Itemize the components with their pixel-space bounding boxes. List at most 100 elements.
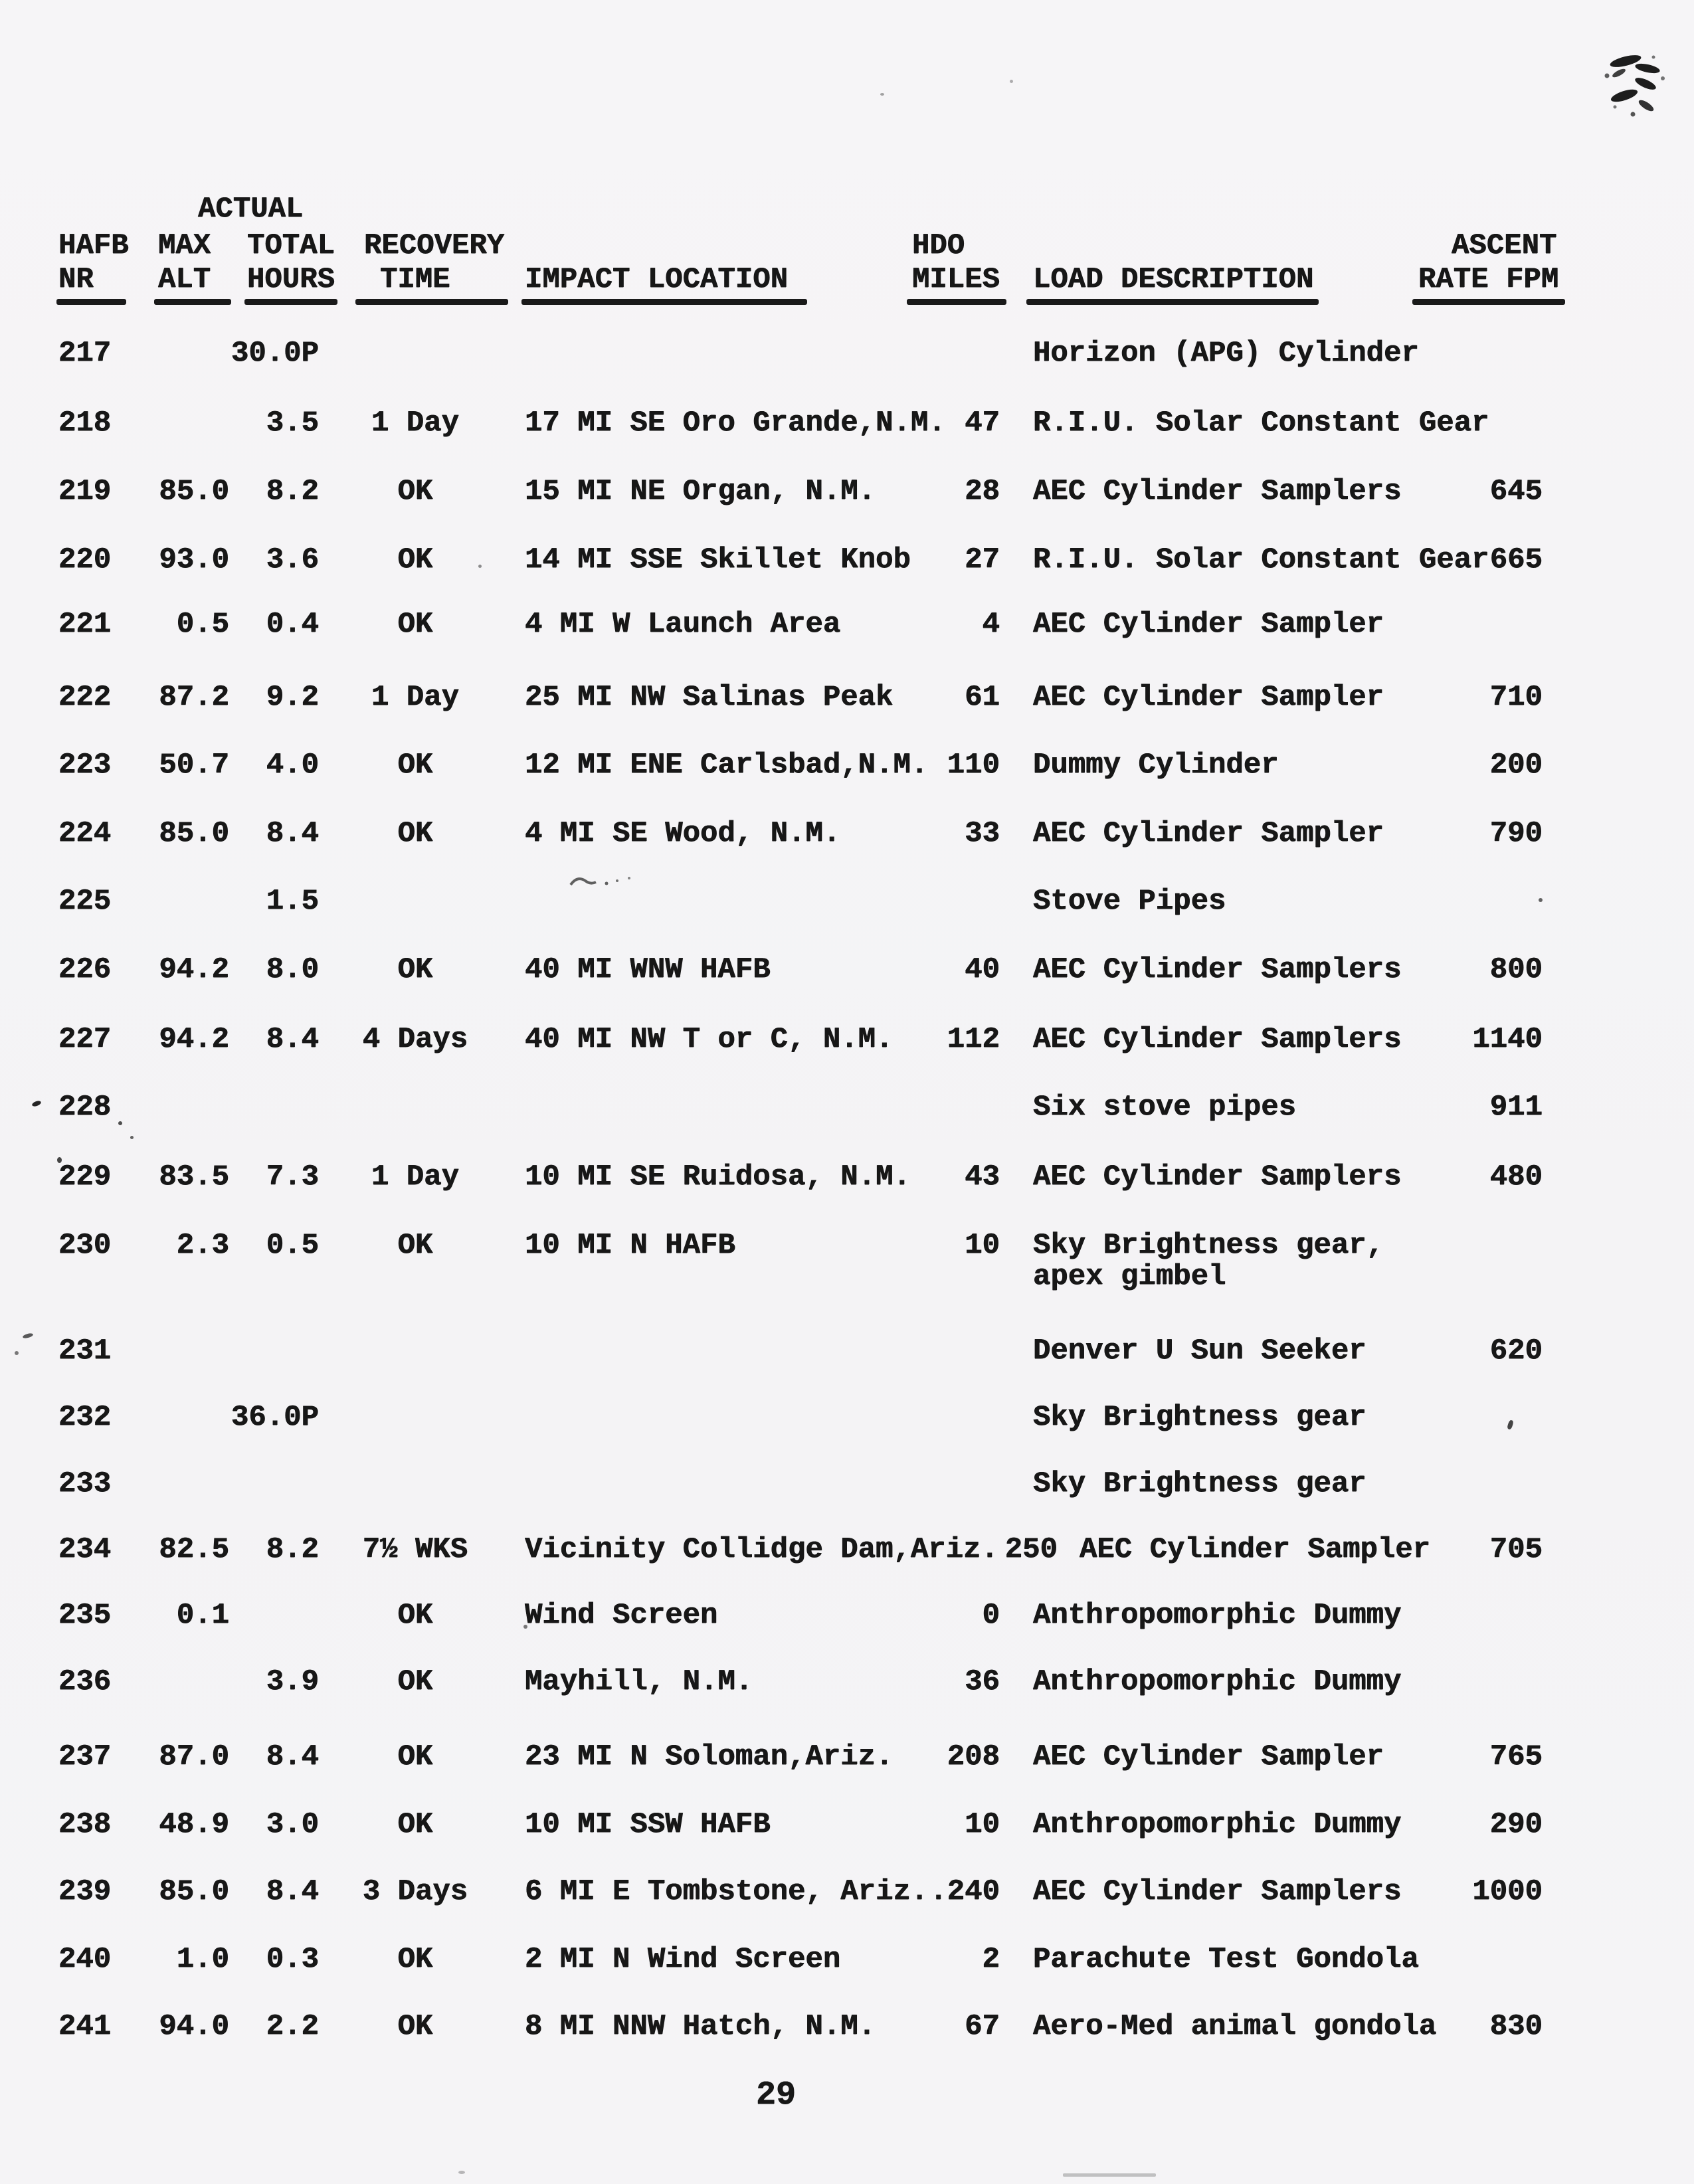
scan-speck [523,1625,527,1629]
cell-alt: 0.5 [176,608,229,641]
cell-hours: 8.2 [266,475,319,508]
underline-nr [56,299,126,305]
cell-recovery: OK [397,475,433,508]
cell-location: 40 MI WNW HAFB [525,953,771,986]
table-row: 230 2.3 0.5 OK 10 MI N HAFB 10 Sky Brightness … [0,1230,1694,1303]
cell-ascent: 290 [1489,1808,1543,1841]
cell-recovery: OK [397,1808,433,1841]
cell-alt: 82.5 [159,1533,229,1566]
cell-miles: 4 [982,608,1000,641]
cell-recovery: OK [397,2010,433,2043]
cell-alt: 87.2 [159,681,229,714]
cell-ascent: 830 [1489,2010,1543,2043]
underline-load [1026,299,1319,305]
table-row: 218 3.5 1 Day 17 MI SE Oro Grande,N.M. 47 R.I… [0,408,1694,481]
cell-hours: 1.5 [266,885,319,918]
cell-alt: 93.0 [159,543,229,577]
cell-location: 10 MI N HAFB [525,1229,735,1262]
cell-location: 14 MI SSE Skillet Knob [525,543,911,577]
table-row: 237 87.0 8.4 OK 23 MI N Soloman,Ariz. 208 AEC … [0,1742,1694,1815]
scan-speck [130,1136,134,1139]
table-row: 232 36.0P Sky Brightness gear [0,1402,1694,1475]
cell-load: Horizon (APG) Cylinder [1033,337,1419,370]
scan-speck [57,1157,62,1163]
cell-location: 40 MI NW T or C, N.M. [525,1023,894,1056]
cell-nr: 229 [58,1160,112,1194]
cell-ascent: 765 [1489,1740,1543,1774]
cell-location: 4 MI SE Wood, N.M. [525,817,841,850]
scan-speck [478,565,482,568]
cell-hours: 8.4 [266,1875,319,1908]
header-hdo: HDO [912,229,965,262]
cell-miles: 110 [947,749,1000,782]
header-total: TOTAL [247,229,335,262]
cell-hours: 8.0 [266,953,319,986]
cell-nr: 225 [58,885,112,918]
cell-miles: 28 [965,475,1000,508]
cell-location: 25 MI NW Salinas Peak [525,681,894,714]
cell-ascent: 1140 [1472,1023,1543,1056]
table-row: 239 85.0 8.4 3 Days 6 MI E Tombstone, Ariz..… [0,1876,1694,1950]
cell-hours: 8.4 [266,1023,319,1056]
cell-load: Sky Brightness gear [1033,1401,1366,1434]
cell-alt: 48.9 [159,1808,229,1841]
cell-miles: 208 [947,1740,1000,1774]
cell-location: 17 MI SE Oro Grande,N.M. [525,407,946,440]
table-row: 222 87.2 9.2 1 Day 25 MI NW Salinas Peak 61 AE… [0,682,1694,755]
table-row: 235 0.1 OK Wind Screen 0 Anthropomorphic Dumm… [0,1600,1694,1673]
cell-nr: 220 [58,543,112,577]
scan-speck [15,1351,19,1355]
cell-alt: 1.0 [176,1943,229,1976]
cell-load: AEC Cylinder Samplers [1033,1023,1402,1056]
cell-ascent: 800 [1489,953,1543,986]
cell-hours: 8.4 [266,1740,319,1774]
cell-miles: 43 [965,1160,1000,1194]
underline-miles [907,299,1006,305]
cell-load: Denver U Sun Seeker [1033,1334,1366,1368]
cell-miles: 67 [965,2010,1000,2043]
table-row: 223 50.7 4.0 OK 12 MI ENE Carlsbad,N.M. 110 Du… [0,750,1694,823]
table-row: 225 1.5 Stove Pipes [0,886,1694,959]
cell-load: AEC Cylinder Samplers [1033,953,1402,986]
cell-load: Anthropomorphic Dummy [1033,1808,1402,1841]
cell-recovery: 3 Days [362,1875,468,1908]
cell-recovery: OK [397,543,433,577]
cell-miles: 0 [982,1599,1000,1632]
cell-nr: 235 [58,1599,112,1632]
cell-load: AEC Cylinder Samplers [1033,1160,1402,1194]
cell-load: AEC Cylinder Samplers [1033,475,1402,508]
cell-hours: 7.3 [266,1160,319,1194]
cell-miles: 47 [965,407,1000,440]
table-row: 231 Denver U Sun Seeker 620 [0,1336,1694,1409]
cell-load: R.I.U. Solar Constant Gear [1033,407,1489,440]
cell-location: 8 MI NNW Hatch, N.M. [525,2010,876,2043]
cell-miles: 33 [965,817,1000,850]
cell-load: Sky Brightness gear, apex gimbel [1033,1229,1384,1293]
cell-hours: 36.0P [231,1401,319,1434]
cell-nr: 222 [58,681,112,714]
table-row: 220 93.0 3.6 OK 14 MI SSE Skillet Knob 27 R.I.… [0,545,1694,618]
cell-nr: 227 [58,1023,112,1056]
cell-alt: 85.0 [159,1875,229,1908]
cell-alt: 85.0 [159,475,229,508]
cell-recovery: OK [397,1943,433,1976]
cell-recovery: 7½ WKS [362,1533,468,1566]
cell-alt: 87.0 [159,1740,229,1774]
cell-recovery: 1 Day [371,407,460,440]
header-time: TIME [380,263,450,296]
table-row: 236 3.9 OK Mayhill, N.M. 36 Anthropomorphic D… [0,1667,1694,1740]
ink-smudge-mark [1604,55,1665,117]
cell-hours: 2.2 [266,2010,319,2043]
cell-nr: 224 [58,817,112,850]
cell-load: AEC Cylinder Samplers [1033,1875,1402,1908]
cell-load: Parachute Test Gondola [1033,1943,1419,1976]
cell-recovery: OK [397,1229,433,1262]
cell-ascent: 710 [1489,681,1543,714]
cell-load: AEC Cylinder Sampler [1033,817,1384,850]
cell-hours: 3.5 [266,407,319,440]
cell-location: Wind Screen [525,1599,718,1632]
table-row: 217 30.0P Horizon (APG) Cylinder [0,338,1694,411]
cell-location: Vicinity Collidge Dam,Ariz. [525,1533,998,1566]
header-miles: MILES [912,263,1000,296]
cell-location: 15 MI NE Organ, N.M. [525,475,876,508]
